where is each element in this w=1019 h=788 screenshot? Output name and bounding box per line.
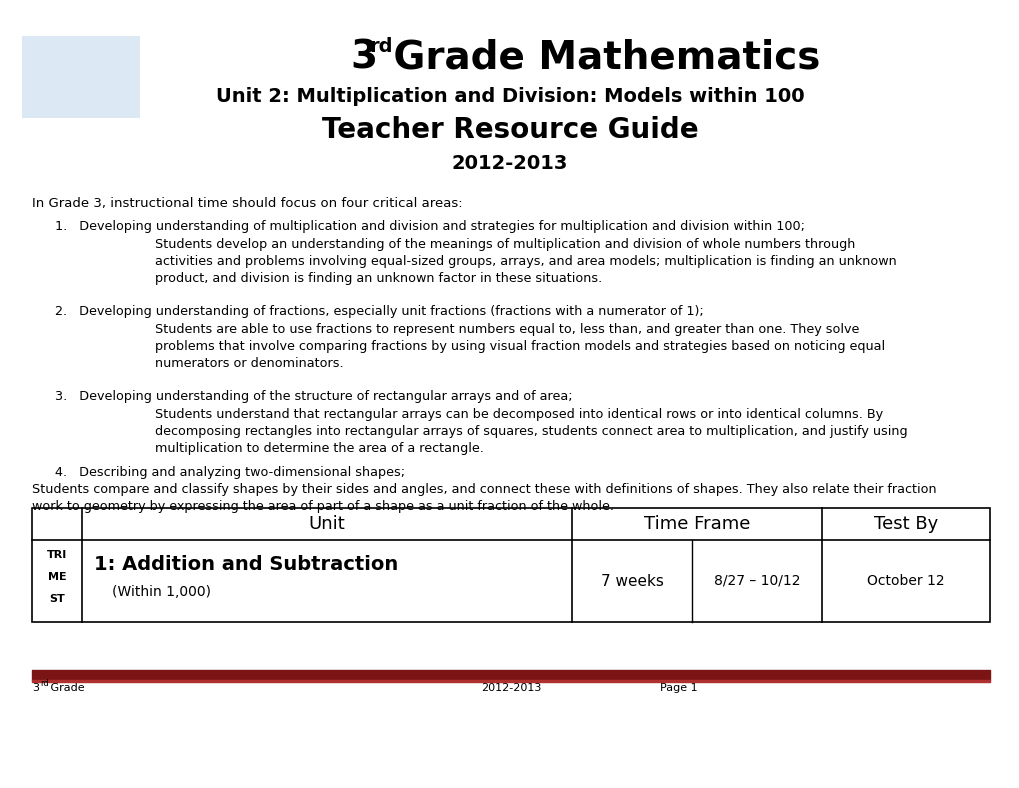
Text: 2012-2013: 2012-2013	[451, 154, 568, 173]
Text: 1: Addition and Subtraction: 1: Addition and Subtraction	[94, 556, 397, 574]
Text: 1.   Developing understanding of multiplication and division and strategies for : 1. Developing understanding of multiplic…	[55, 220, 804, 233]
Text: ME: ME	[48, 572, 66, 582]
Text: Page 1: Page 1	[659, 683, 697, 693]
Text: 8/27 – 10/12: 8/27 – 10/12	[713, 574, 800, 588]
Text: Teacher Resource Guide: Teacher Resource Guide	[321, 116, 698, 144]
Text: Students compare and classify shapes by their sides and angles, and connect thes: Students compare and classify shapes by …	[32, 483, 935, 513]
Text: Time Frame: Time Frame	[643, 515, 749, 533]
Text: Students understand that rectangular arrays can be decomposed into identical row: Students understand that rectangular arr…	[155, 408, 907, 455]
Text: Grade: Grade	[47, 683, 85, 693]
Text: Grade Mathematics: Grade Mathematics	[380, 38, 819, 76]
Text: Unit: Unit	[309, 515, 345, 533]
Bar	[32, 508, 989, 622]
Text: 4.   Describing and analyzing two-dimensional shapes;: 4. Describing and analyzing two-dimensio…	[55, 466, 405, 479]
Text: 2.   Developing understanding of fractions, especially unit fractions (fractions: 2. Developing understanding of fractions…	[55, 305, 703, 318]
Text: Unit 2: Multiplication and Division: Models within 100: Unit 2: Multiplication and Division: Mod…	[215, 87, 804, 106]
Text: In Grade 3, instructional time should focus on four critical areas:: In Grade 3, instructional time should fo…	[32, 197, 463, 210]
Text: ST: ST	[49, 594, 65, 604]
Text: Students are able to use fractions to represent numbers equal to, less than, and: Students are able to use fractions to re…	[155, 323, 884, 370]
Text: rd: rd	[40, 678, 49, 687]
Text: Test By: Test By	[873, 515, 937, 533]
Text: 3: 3	[32, 683, 39, 693]
Text: rd: rd	[369, 36, 392, 55]
Text: 3: 3	[350, 38, 377, 76]
FancyBboxPatch shape	[22, 36, 140, 118]
Text: 3.   Developing understanding of the structure of rectangular arrays and of area: 3. Developing understanding of the struc…	[55, 390, 572, 403]
Text: 2012-2013: 2012-2013	[480, 683, 541, 693]
Text: October 12: October 12	[866, 574, 944, 588]
Text: Students develop an understanding of the meanings of multiplication and division: Students develop an understanding of the…	[155, 238, 896, 285]
Text: (Within 1,000): (Within 1,000)	[112, 585, 211, 599]
Text: TRI: TRI	[47, 550, 67, 560]
Text: 7 weeks: 7 weeks	[600, 574, 662, 589]
